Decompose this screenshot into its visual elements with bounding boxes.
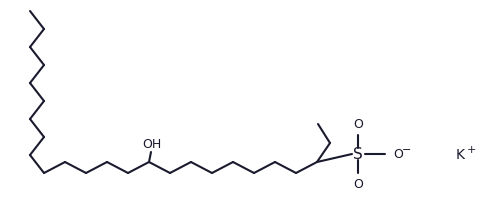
Text: O: O: [353, 118, 363, 131]
Text: +: +: [467, 144, 476, 154]
Text: S: S: [353, 147, 363, 162]
Text: O: O: [393, 148, 403, 161]
Text: OH: OH: [142, 138, 162, 151]
Text: −: −: [402, 144, 411, 154]
Text: O: O: [353, 178, 363, 191]
Text: K: K: [456, 147, 464, 161]
